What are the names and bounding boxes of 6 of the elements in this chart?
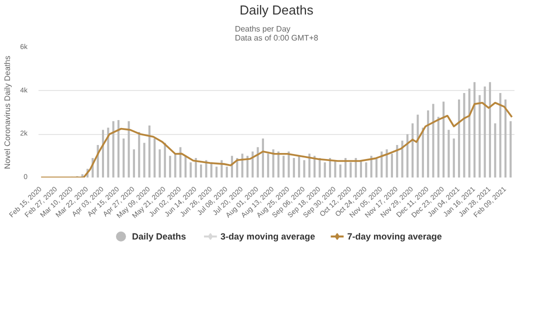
legend-label: 3-day moving average — [220, 232, 316, 242]
legend-label: Daily Deaths — [132, 232, 186, 242]
chart-subtitle: Deaths per Day Data as of 0:00 GMT+8 — [234, 24, 319, 42]
y-axis-title: Novel Coronavirus Daily Deaths — [3, 56, 12, 170]
chart-title: Daily Deaths — [240, 2, 314, 18]
legend-label: 7-day moving average — [347, 232, 442, 242]
